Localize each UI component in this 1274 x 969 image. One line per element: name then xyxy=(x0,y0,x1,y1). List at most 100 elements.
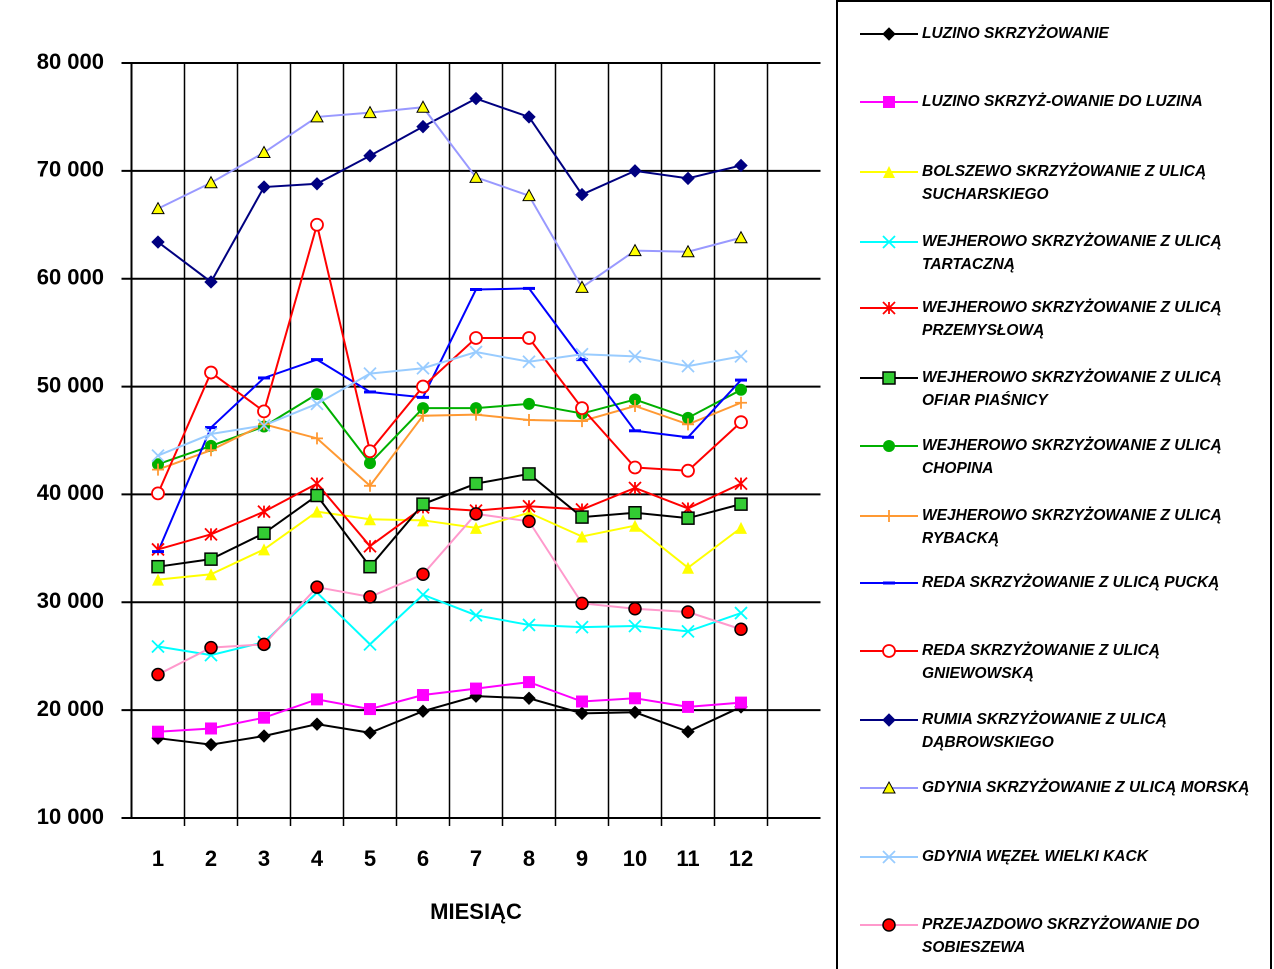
marker-shape xyxy=(628,481,642,495)
marker-shape xyxy=(310,397,324,411)
marker-shape xyxy=(681,171,695,186)
marker-shape xyxy=(576,695,588,708)
marker xyxy=(417,409,429,422)
marker xyxy=(882,371,896,385)
marker-shape xyxy=(882,644,896,658)
marker-shape xyxy=(417,402,429,415)
marker xyxy=(735,696,747,709)
marker-shape xyxy=(735,696,747,709)
marker-shape xyxy=(882,235,896,249)
marker xyxy=(575,510,589,524)
x-tick-label: 9 xyxy=(576,846,588,871)
marker xyxy=(470,408,482,421)
marker-shape xyxy=(469,91,483,106)
marker-shape xyxy=(882,301,896,315)
series-line xyxy=(157,512,742,676)
marker-shape xyxy=(311,432,323,445)
marker xyxy=(416,497,430,511)
marker xyxy=(523,397,535,410)
marker-shape xyxy=(629,692,641,705)
marker-shape xyxy=(628,619,642,633)
marker xyxy=(522,467,536,481)
marker xyxy=(205,568,217,581)
legend-symbol xyxy=(860,581,918,585)
marker xyxy=(258,711,270,724)
marker-shape xyxy=(681,244,695,258)
marker xyxy=(522,188,536,202)
marker-shape xyxy=(204,365,218,380)
marker-shape xyxy=(258,711,270,724)
chart: MIESIĄC 10 000 20 000 30 000 40 000 50 000 60… xyxy=(37,49,821,924)
marker xyxy=(575,347,589,361)
x-axis-title: MIESIĄC xyxy=(430,899,522,924)
legend-symbol xyxy=(860,440,918,452)
marker-shape xyxy=(522,188,536,202)
marker-shape xyxy=(628,349,642,364)
marker-shape xyxy=(151,559,165,574)
marker xyxy=(204,365,218,380)
marker-shape xyxy=(310,177,324,191)
marker xyxy=(469,91,483,106)
marker-shape xyxy=(311,505,323,518)
marker xyxy=(628,460,642,475)
marker xyxy=(576,695,588,708)
marker-shape xyxy=(204,427,218,441)
marker-shape xyxy=(152,725,164,738)
marker-shape xyxy=(416,379,430,394)
series-line xyxy=(157,97,742,284)
marker xyxy=(152,573,164,586)
legend-symbol xyxy=(860,301,918,315)
legend-label: REDA SKRZYŻOWANIE Z ULICĄ GNIEWOWSKĄ xyxy=(922,642,1160,682)
marker-shape xyxy=(416,497,430,511)
marker xyxy=(416,379,430,394)
marker-shape xyxy=(522,514,536,529)
marker xyxy=(257,180,271,194)
marker-shape xyxy=(310,488,324,503)
marker-shape xyxy=(204,175,218,189)
legend-symbol xyxy=(860,166,918,178)
marker-shape xyxy=(416,567,430,581)
x-tick-label: 2 xyxy=(205,846,217,871)
marker xyxy=(257,145,271,159)
legend-symbol xyxy=(860,713,918,727)
marker xyxy=(575,280,589,293)
marker-shape xyxy=(417,409,429,422)
series-line xyxy=(157,482,742,551)
series-line xyxy=(157,401,742,488)
marker xyxy=(628,506,642,520)
marker xyxy=(469,476,483,491)
marker xyxy=(735,383,747,396)
marker xyxy=(151,559,165,574)
marker-shape xyxy=(363,105,377,119)
marker xyxy=(363,444,377,459)
marker-shape xyxy=(204,527,218,541)
legend-label: LUZINO SKRZYŻOWANIE xyxy=(922,25,1109,42)
marker-shape xyxy=(575,620,589,634)
legend-label: WEJHEROWO SKRZYŻOWANIE Z ULICĄ CHOPINA xyxy=(922,437,1222,477)
marker-shape xyxy=(734,622,748,636)
marker xyxy=(575,187,589,202)
y-tick-label: 20 000 xyxy=(37,696,104,721)
marker-shape xyxy=(882,780,896,794)
marker xyxy=(310,580,324,594)
marker xyxy=(628,705,642,720)
marker xyxy=(576,530,588,543)
marker xyxy=(364,703,376,716)
marker-shape xyxy=(575,347,589,361)
y-tick-label: 10 000 xyxy=(37,804,104,829)
marker xyxy=(628,243,642,257)
marker xyxy=(311,388,323,401)
marker xyxy=(364,457,376,470)
marker-shape xyxy=(882,918,896,932)
marker-shape xyxy=(682,700,694,713)
marker xyxy=(882,644,896,658)
x-tick-label: 12 xyxy=(729,846,753,871)
series-line xyxy=(157,510,742,581)
marker xyxy=(522,355,536,369)
marker-shape xyxy=(883,440,895,452)
marker xyxy=(883,96,895,108)
marker-shape xyxy=(681,605,695,619)
marker xyxy=(629,519,641,532)
marker xyxy=(522,514,536,529)
marker xyxy=(629,692,641,705)
